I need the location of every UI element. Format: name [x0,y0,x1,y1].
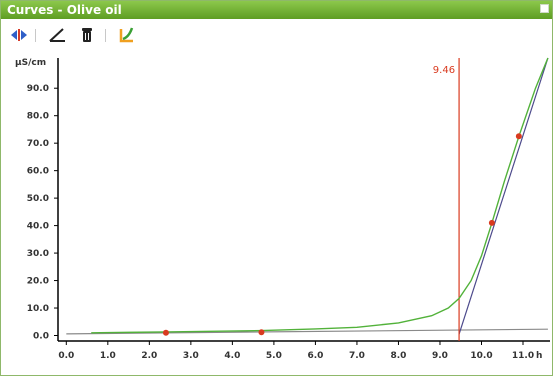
curve-settings-icon [119,27,134,43]
x-tick-label: 5.0 [266,351,282,361]
y-axis-label: µS/cm [15,58,46,68]
x-tick-label: 4.0 [224,351,240,361]
toolbar-separator [35,29,36,42]
plot-lines [66,57,549,341]
curve-settings-button[interactable] [115,24,139,46]
maximize-button[interactable] [540,4,549,13]
y-tick-label: 10.0 [27,304,49,314]
y-tick-label: 40.0 [27,222,49,232]
x-tick-label: 10.0 [470,351,492,361]
move-curve-icon [11,29,27,41]
y-tick-label: 30.0 [27,249,49,259]
x-tick-label: 11.0 [512,351,534,361]
rise-tangent-line [458,57,549,335]
toolbar [1,20,552,50]
tangent-tool-button[interactable] [45,24,69,46]
toolbar-separator [105,29,106,42]
y-axis-ticks: 0.0 10.0 20.0 30.0 40.0 50.0 60.0 70.0 80.0 90.0 [27,84,58,342]
window-title: Curves - Olive oil [7,3,122,17]
y-tick-label: 20.0 [27,277,49,287]
data-points [162,133,522,336]
title-bar: Curves - Olive oil [1,1,552,19]
curve-plot[interactable]: µS/cm h 0.0 1.0 2.0 3.0 4.0 5.0 6.0 7.0 8.0 9.0 10… [1,50,552,375]
data-point [515,133,522,140]
x-tick-label: 6.0 [307,351,323,361]
y-tick-label: 0.0 [33,332,49,342]
data-point [162,329,169,336]
y-tick-label: 70.0 [27,139,49,149]
y-tick-label: 60.0 [27,167,49,177]
y-tick-label: 90.0 [27,84,49,94]
delete-icon [82,28,92,42]
delete-button[interactable] [75,24,99,46]
y-tick-label: 50.0 [27,194,49,204]
data-point [488,219,495,226]
x-axis-ticks: 0.0 1.0 2.0 3.0 4.0 5.0 6.0 7.0 8.0 9.0 10.0 11.0 [58,341,534,361]
x-tick-label: 9.0 [432,351,448,361]
y-tick-label: 80.0 [27,112,49,122]
x-tick-label: 2.0 [141,351,157,361]
tangent-tool-icon [49,28,65,42]
x-tick-label: 8.0 [390,351,406,361]
x-tick-label: 3.0 [183,351,199,361]
plot-axes [57,58,550,342]
x-tick-label: 0.0 [58,351,74,361]
conductivity-curve [91,57,549,334]
x-axis-label: h [536,351,542,361]
x-tick-label: 1.0 [100,351,116,361]
x-tick-label: 7.0 [349,351,365,361]
move-curve-button[interactable] [7,24,31,46]
data-point [258,329,265,336]
baseline-tangent-line [66,328,548,335]
marker-value-label: 9.46 [433,65,455,76]
